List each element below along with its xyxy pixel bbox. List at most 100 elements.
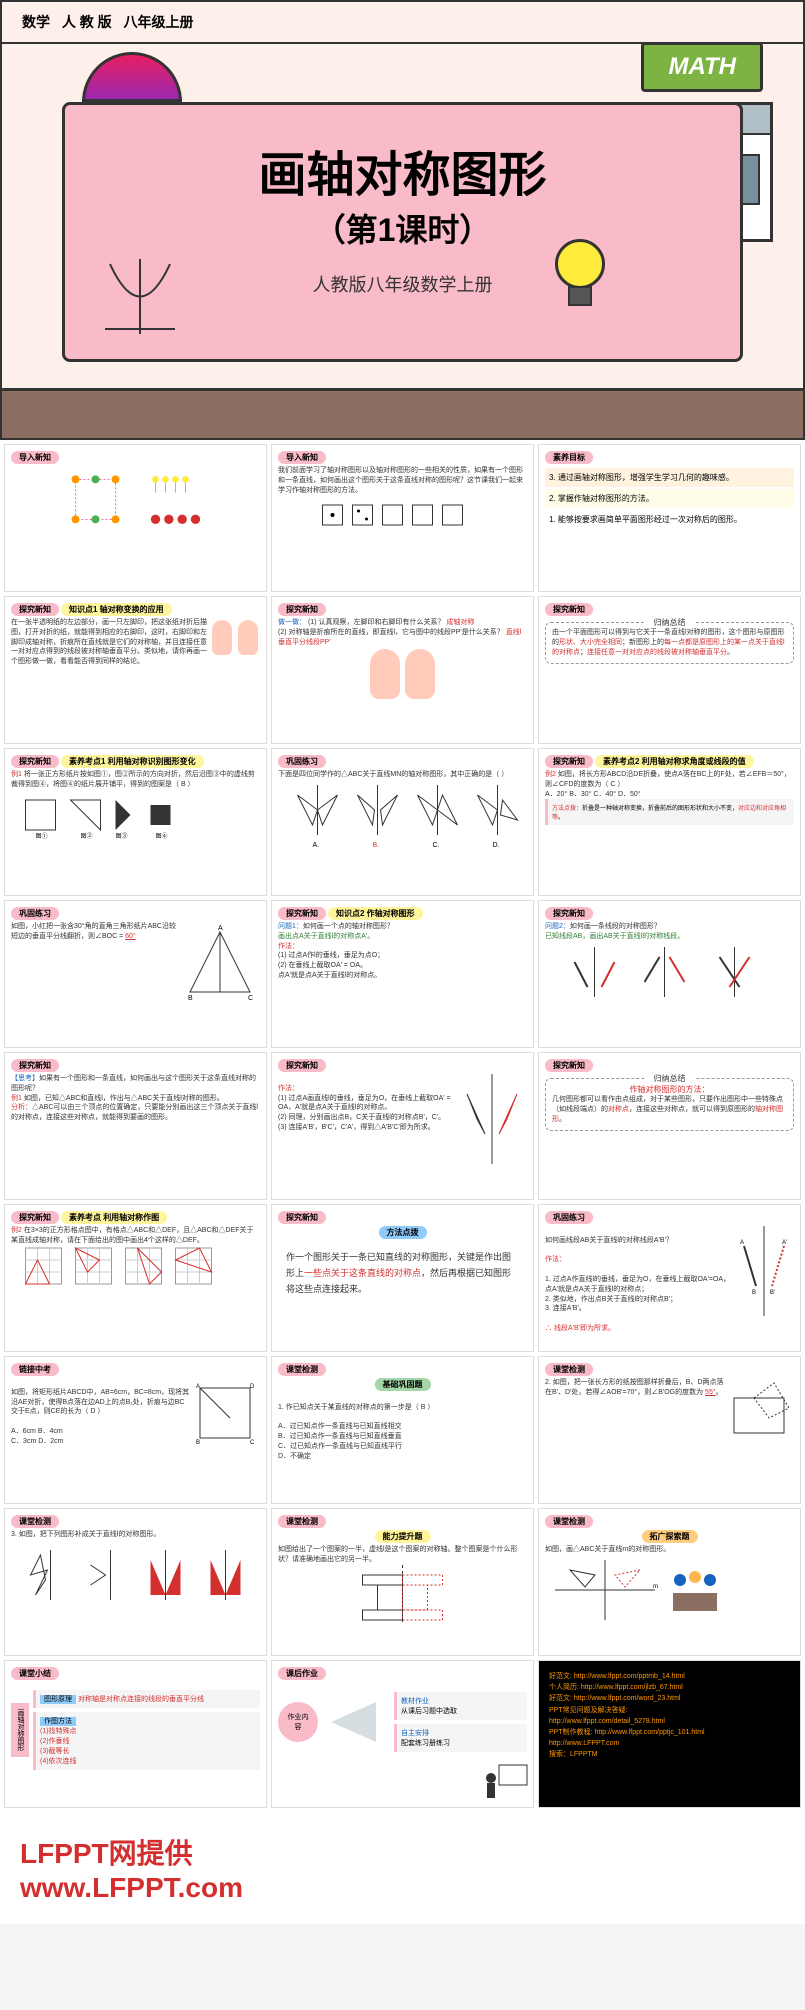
slide-tag: 探究新知 xyxy=(545,907,593,920)
svg-text:A: A xyxy=(196,1384,200,1390)
slide-text: 我们前面学习了轴对称图形以及轴对称图形的一些相关的性质，如果有一个图形和一条直线… xyxy=(278,466,527,495)
slide-tag: 探究新知 xyxy=(545,603,593,616)
slide-explore-3: 探究新知 素养考点1 利用轴对称识别图形变化 例1 将一张正方形纸片按如图①，图… xyxy=(4,748,267,896)
quiz-text: 如图，画△ABC关于直线m的对称图形。 xyxy=(545,1545,794,1555)
slide-intro-1: 导入新知 xyxy=(4,444,267,592)
goal-3: 3. 通过画轴对称图形，增强学生学习几何的趣味感。 xyxy=(545,468,794,487)
slide-explore-4: 探究新知 素养考点2 利用轴对称求角度或线段的值 例2 如图，将长方形ABCD沿… xyxy=(538,748,801,896)
level-tag: 能力提升题 xyxy=(375,1530,431,1543)
level-tag: 拓广探索题 xyxy=(642,1530,698,1543)
slide-summary-1: 探究新知 归纳总结 由一个平面图形可以得到与它关于一条直线l对称的图形，这个图形… xyxy=(538,596,801,744)
svg-text:C: C xyxy=(248,995,253,1002)
summary-box: 归纳总结 由一个平面图形可以得到与它关于一条直线l对称的图形，这个图形与原图形的… xyxy=(545,622,794,664)
slide-tag: 巩固练习 xyxy=(11,907,59,920)
slide-tag: 探究新知 xyxy=(278,1211,326,1224)
slide-text: 如图，将矩形纸片ABCD中，AB=6cm，BC=8cm，现将其沿AE对折，使得B… xyxy=(11,1378,190,1448)
root-node: 作业内容 xyxy=(278,1702,318,1742)
lightbulb-icon xyxy=(550,239,610,319)
slide-tag: 课堂检测 xyxy=(545,1515,593,1528)
projector-icon xyxy=(326,1692,386,1752)
dice-icons xyxy=(278,495,527,535)
svg-text:C.: C. xyxy=(433,842,440,849)
title-slide: 数学 人 教 版 八年级上册 MATH 画轴对称图形 （第1课时） 人教版八年级… xyxy=(0,0,805,440)
credit-line: PPT制作教程: http://www.lfppt.com/pptjc_101.… xyxy=(549,1727,790,1738)
footer-line-2: www.LFPPT.com xyxy=(20,1872,785,1904)
summary-title: 归纳总结 xyxy=(645,1073,695,1084)
svg-text:B: B xyxy=(752,1290,756,1296)
knowledge-tag: 知识点2 作轴对称图形 xyxy=(328,907,423,920)
slide-tag: 课后作业 xyxy=(278,1667,326,1680)
slide-tag: 探究新知 xyxy=(11,1059,59,1072)
svg-text:C: C xyxy=(250,1440,255,1446)
slide-text: 如图，小红把一张含30°角的直角三角形纸片ABC沿较短边的垂直平分线翻折，则∠B… xyxy=(11,922,180,1002)
summary-title: 归纳总结 xyxy=(645,617,695,628)
slide-tag: 导入新知 xyxy=(11,451,59,464)
slide-tag: 探究新知 xyxy=(545,1059,593,1072)
svg-text:m: m xyxy=(653,1584,658,1590)
goal-1: 1. 能够按要求画简单平面图形经过一次对称后的图形。 xyxy=(545,510,794,529)
slides-grid: 导入新知 导入新知 我们前面学习了轴对称图形以及轴对称图形的一些相关的性质，如果… xyxy=(0,440,805,1812)
triangle-diagram: BCA xyxy=(180,922,260,1002)
svg-text:B.: B. xyxy=(373,842,380,849)
slide-explore-5: 探究新知 知识点2 作轴对称图形 问题1：如何画一个点的轴对称图形？ 画出点A关… xyxy=(271,900,534,1048)
svg-text:A.: A. xyxy=(313,842,320,849)
slide-text: 例2 在3×3的正方形格点图中，有格点△ABC和△DEF，且△ABC和△DEF关… xyxy=(11,1226,260,1246)
subtitle: （第1课时） xyxy=(65,205,740,251)
credit-line: 搜索：LFPPTM xyxy=(549,1749,790,1760)
slide-explore-8: 探究新知 作法： (1) 过点A画直线l的垂线，垂足为O，在垂线上截取OA' =… xyxy=(271,1052,534,1200)
slide-tag: 探究新知 xyxy=(278,907,326,920)
slide-tag: 课堂小结 xyxy=(11,1667,59,1680)
point-tag: 素养考点2 利用轴对称求角度或线段的值 xyxy=(595,755,754,768)
triangle-construction xyxy=(457,1074,527,1164)
svg-text:A': A' xyxy=(782,1240,787,1246)
slide-text: 如何画线段AB关于直线l的对称线段A'B'？ 作法： 1. 过点A作直线l的垂线… xyxy=(545,1226,734,1334)
slide-exam-link: 链接中考 如图，将矩形纸片ABCD中，AB=6cm，BC=8cm，现将其沿AE对… xyxy=(4,1356,267,1504)
slide-practice-3: 巩固练习 如何画线段AB关于直线l的对称线段A'B'？ 作法： 1. 过点A作直… xyxy=(538,1204,801,1352)
summary-box: 归纳总结 作轴对称图形的方法： 几何图形都可以看作由点组成，对于某些图形，只要作… xyxy=(545,1078,794,1131)
desk-decoration xyxy=(2,388,803,438)
quiz-text: 1. 作已知点关于某直线的对称点的第一步是（ B ） A．过已知点作一条直线与已… xyxy=(278,1393,527,1462)
credit-line: http://www.lfppt.com/detail_5278.html xyxy=(549,1716,790,1727)
slide-quiz-4: 课堂检测 能力提升题 如图给出了一个图案的一半，虚线l是这个图案的对称轴。整个图… xyxy=(271,1508,534,1656)
footer: LFPPT网提供 www.LFPPT.com xyxy=(0,1812,805,1924)
method-text: 作一个图形关于一条已知直线的对称图形，关键是作出图形上一些点关于这条直线的对称点… xyxy=(278,1241,527,1306)
math-badge: MATH xyxy=(641,42,763,92)
slide-tag: 探究新知 xyxy=(545,755,593,768)
subject: 数学 xyxy=(22,14,50,30)
slide-tag: 课堂检测 xyxy=(545,1363,593,1376)
slide-goals: 素养目标 3. 通过画轴对称图形，增强学生学习几何的趣味感。 2. 掌握作轴对称… xyxy=(538,444,801,592)
protractor-icon xyxy=(82,52,182,102)
branch-1: 图形原理 对称轴是对称点连接的线段的垂直平分线 xyxy=(33,1690,260,1708)
grade: 八年级上册 xyxy=(124,14,194,30)
half-pattern xyxy=(278,1565,527,1625)
grid-options xyxy=(11,1246,260,1286)
triangles-options: A. B. C. D. xyxy=(278,780,527,850)
axes-triangle: m xyxy=(545,1555,665,1625)
credit-line: 好范文: http://www.lfppt.com/pptmb_14.html xyxy=(549,1671,790,1682)
slide-explore-6: 探究新知 问题2：如何画一条线段的对称图形？ 已知线段AB，画出AB关于直线l的… xyxy=(538,900,801,1048)
slide-text: 在一张半透明纸的左边部分，画一只左脚印，把这张纸对折后描图，打开对折的纸，就能得… xyxy=(11,618,210,667)
slide-tag: 课堂检测 xyxy=(11,1515,59,1528)
header-bar: 数学 人 教 版 八年级上册 xyxy=(2,2,803,44)
slide-text: 作法： (1) 过点A画直线l的垂线，垂足为O，在垂线上截取OA' = OA，A… xyxy=(278,1074,457,1164)
slide-tag: 导入新知 xyxy=(278,451,326,464)
flowers-diagram xyxy=(11,466,260,546)
main-title: 画轴对称图形 xyxy=(65,135,740,205)
slide-text: 例1 将一张正方形纸片按如图①，图②所示的方向对折，然后沿图③中的虚线剪裁得到图… xyxy=(11,770,260,790)
parabola-icon xyxy=(95,249,185,339)
slide-explore-7: 探究新知 【思考】如果有一个图形和一条直线，如何画出与这个图形关于这条直线对称的… xyxy=(4,1052,267,1200)
svg-text:图③: 图③ xyxy=(116,832,128,840)
summary-text: 由一个平面图形可以得到与它关于一条直线l对称的图形，这个图形与原图形的形状、大小… xyxy=(552,628,787,657)
svg-text:A: A xyxy=(740,1240,744,1246)
segment-diagram: AB A'B' xyxy=(734,1226,794,1316)
hw-item-1: 教材作业 从课后习题中选取 xyxy=(394,1692,527,1720)
slide-tag: 探究新知 xyxy=(11,1211,59,1224)
hw-item-2: 自主安排 配套练习册练习 xyxy=(394,1724,527,1752)
feet-pair xyxy=(278,647,527,703)
shapes-to-complete xyxy=(11,1540,260,1610)
slide-practice-1: 巩固练习 下面是四位同学作的△ABC关于直线MN的轴对称图形，其中正确的是（ ）… xyxy=(271,748,534,896)
svg-text:A: A xyxy=(218,925,223,932)
slide-explore-1: 探究新知 知识点1 轴对称变换的应用 在一张半透明纸的左边部分，画一只左脚印，把… xyxy=(4,596,267,744)
slide-mindmap: 课堂小结 画轴对称图形 图形原理 对称轴是对称点连接的线段的垂直平分线 作图方法… xyxy=(4,1660,267,1808)
slide-text: 例2 如图，将长方形ABCD沿DE折叠，使点A落在BC上的F处，若∠EFB＝50… xyxy=(545,770,794,799)
